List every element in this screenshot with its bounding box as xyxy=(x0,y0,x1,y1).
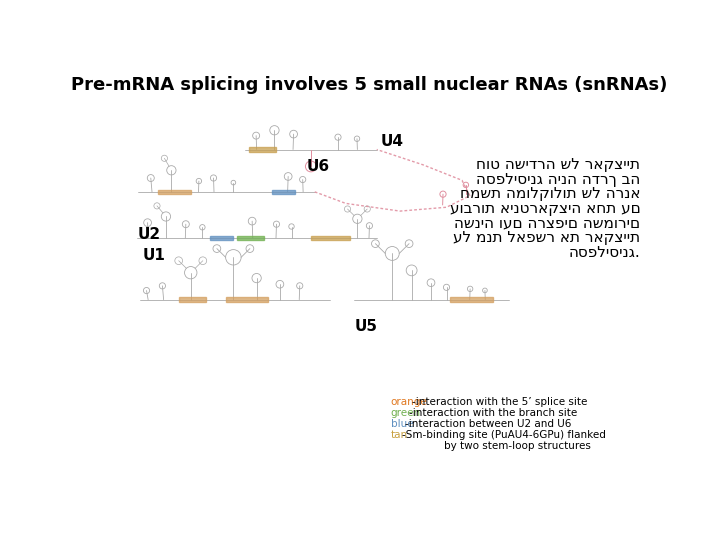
Bar xyxy=(249,147,276,152)
Text: הספליסינג.: הספליסינג. xyxy=(569,245,640,260)
Text: -interaction between U2 and U6: -interaction between U2 and U6 xyxy=(405,419,572,429)
Text: חוט השידרה של ראקציית: חוט השידרה של ראקציית xyxy=(476,157,640,172)
Bar xyxy=(179,298,206,302)
Text: הספליסינג הינה הדרך בה: הספליסינג הינה הדרך בה xyxy=(476,172,640,187)
Text: Pre-mRNA splicing involves 5 small nuclear RNAs (snRNAs): Pre-mRNA splicing involves 5 small nucle… xyxy=(71,76,667,94)
Text: by two stem-loop structures: by two stem-loop structures xyxy=(444,441,591,450)
Bar xyxy=(238,236,264,240)
Text: -Sm-binding site (PuAU4-6GPu) flanked: -Sm-binding site (PuAU4-6GPu) flanked xyxy=(402,430,606,440)
Text: green: green xyxy=(391,408,420,418)
Text: -interaction with the 5’ splice site: -interaction with the 5’ splice site xyxy=(413,397,588,408)
Bar xyxy=(451,298,493,302)
Text: על מנת לאפשר את ראקציית: על מנת לאפשר את ראקציית xyxy=(453,231,640,245)
Bar xyxy=(272,190,295,194)
Bar xyxy=(158,190,191,194)
Text: U2: U2 xyxy=(138,227,161,242)
Text: U4: U4 xyxy=(381,134,404,149)
Bar xyxy=(311,236,350,240)
Text: tan: tan xyxy=(391,430,408,440)
Text: blue: blue xyxy=(391,419,413,429)
Text: U6: U6 xyxy=(307,159,330,174)
Text: חמשת המולקולות של הרנא: חמשת המולקולות של הרנא xyxy=(460,186,640,201)
Text: השניה ועם הרצפים השמורים: השניה ועם הרצפים השמורים xyxy=(454,215,640,231)
Bar xyxy=(210,236,233,240)
Text: orange: orange xyxy=(391,397,428,408)
Text: U5: U5 xyxy=(355,319,378,334)
Text: U1: U1 xyxy=(143,248,166,264)
Bar xyxy=(225,298,269,302)
Text: עוברות אינטראקציה אחת עם: עוברות אינטראקציה אחת עם xyxy=(449,201,640,216)
Text: -interaction with the branch site: -interaction with the branch site xyxy=(409,408,577,418)
